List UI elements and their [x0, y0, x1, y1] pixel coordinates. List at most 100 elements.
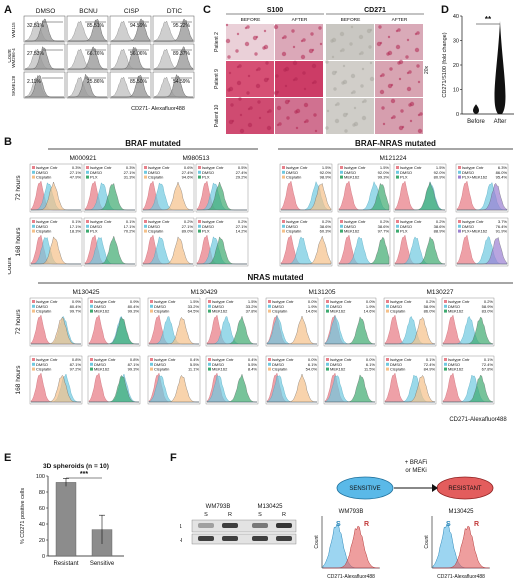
panel-c-tissue-texture	[417, 80, 421, 84]
panel-b-legend-label: DMSO	[400, 224, 412, 229]
panel-c-tissue-texture	[341, 48, 345, 52]
panel-b-treatment-hist	[89, 317, 139, 345]
panel-a-treated-hist	[68, 46, 107, 70]
panel-b-legend-swatch	[340, 170, 343, 174]
panel-b-legend-value: 83.0%	[482, 309, 494, 314]
panel-e-bar-chart: 3D spheroids (n = 10) 0 20 40 60 80 100 % CD271…	[20, 463, 124, 567]
panel-a-ylabel: Count	[8, 49, 13, 63]
panel-f-hist-mark-s: S	[336, 521, 341, 528]
panel-c-tissue-texture	[228, 86, 234, 92]
panel-b-legend-label: DMSO	[344, 224, 356, 229]
panel-b-ylabel: Count	[8, 257, 13, 275]
panel-b-time-label: 168 hours	[15, 227, 22, 257]
panel-b-legend-label: Isotype Cntr	[462, 165, 484, 170]
panel-e-title: 3D spheroids (n = 10)	[43, 463, 109, 470]
panel-c-tissue-texture	[235, 49, 239, 53]
panel-b-legend-label: DMSO	[148, 224, 160, 229]
panel-c-tissue-texture	[292, 45, 296, 49]
panel-b-treatment-hist	[281, 235, 332, 265]
panel-c-tissue-texture	[326, 109, 330, 113]
panel-b-legend-value: 0.8%	[72, 357, 82, 362]
panel-b-legend-label: Cisplatin	[286, 229, 301, 234]
panel-d-ytick-label: 0	[456, 112, 459, 118]
panel-c-tissue-texture	[305, 119, 309, 123]
panel-c-tissue-texture	[390, 83, 394, 87]
panel-c-tissue-texture	[281, 51, 287, 57]
panel-b-legend-label: DMSO	[390, 362, 402, 367]
panel-b-legend-label: DMSO	[272, 304, 284, 309]
panel-c-tissue-texture	[398, 59, 404, 65]
panel-b-legend-value: 0.2%	[238, 219, 248, 224]
panel-b-legend-label: DMSO	[330, 304, 342, 309]
panel-b-legend-value: 87.1%	[70, 362, 82, 367]
panel-b-legend-label: PLX	[400, 229, 408, 234]
panel-c-tissue-texture	[239, 113, 243, 117]
panel-b-legend-label: PLX+MEK162	[462, 175, 488, 180]
panel-b-legend-swatch	[268, 362, 271, 366]
panel-b-legend-label: Isotype Cntr	[94, 357, 116, 362]
panel-f-hist-xlabel: CD271-Alexafluor488	[327, 574, 375, 580]
panel-f-hist-mark-r: R	[364, 521, 369, 528]
panel-b-legend-value: 14.2%	[236, 229, 248, 234]
panel-b-treatment-hist	[443, 316, 494, 345]
panel-f-band-cd271	[276, 523, 292, 528]
panel-c-tissue-texture	[361, 115, 367, 121]
panel-b-legend-label: DMSO	[462, 224, 474, 229]
panel-b-legend-label: DMSO	[286, 224, 298, 229]
panel-b-legend-swatch	[198, 175, 201, 179]
panel-b-group-braf: BRAF mutated	[125, 139, 181, 148]
panel-c-tissue-texture	[334, 118, 340, 124]
panel-b-legend-value: 1.5%	[248, 299, 258, 304]
panel-e-ytick-label: 100	[36, 474, 45, 480]
panel-b-legend-value: 0.1%	[426, 357, 436, 362]
panel-e-ytick-label: 0	[42, 554, 45, 560]
panel-a-treated-hist	[25, 75, 64, 98]
panel-b-legend-value: 0.2%	[484, 299, 494, 304]
panel-b-legend-label: MEK162	[344, 175, 360, 180]
panel-b-legend-value: 0.6%	[184, 165, 194, 170]
panel-b-legend-label: Cisplatin	[36, 309, 51, 314]
panel-c-tissue-image	[326, 98, 374, 134]
panel-b-treatment-hist	[267, 373, 318, 403]
panel-e-significance: ***	[80, 471, 88, 478]
panel-b-legend-label: Cisplatin	[148, 175, 163, 180]
panel-b-legend-value: 38.6%	[320, 224, 332, 229]
panel-b-legend-value: 80.9%	[434, 175, 446, 180]
panel-b-treatment-hist	[325, 316, 376, 345]
panel-c-tissue-texture	[300, 54, 306, 60]
panel-b-legend-swatch	[458, 175, 461, 179]
panel-label-b: B	[4, 136, 12, 148]
panel-b-legend-swatch	[386, 358, 389, 361]
panel-d-xtick-label: Before	[467, 119, 485, 125]
panel-c-tissue-texture	[406, 38, 410, 42]
panel-b-legend-swatch	[444, 304, 447, 308]
panel-b-treatment-hist	[207, 315, 257, 345]
panel-b-legend-value: 37.8%	[246, 309, 258, 314]
panel-f-band-gapdh	[252, 536, 268, 541]
panel-c-tissue-texture	[395, 44, 401, 50]
panel-b-legend-swatch	[282, 224, 285, 228]
panel-c-tissue-texture	[401, 125, 405, 129]
panel-e-ytick-label: 40	[39, 522, 45, 528]
panel-b-legend-swatch	[340, 175, 343, 179]
panel-b-legend-label: Isotype Cntr	[400, 219, 422, 224]
panel-c-tissue-texture	[295, 108, 301, 114]
panel-b-legend-value: 89.0%	[182, 229, 194, 234]
panel-c-patient-label: Patient 10	[214, 105, 220, 128]
panel-c-tissue-texture	[382, 122, 386, 126]
panel-c-tissue-texture	[303, 102, 309, 108]
panel-f-treatment-label: or MEKi	[405, 468, 426, 474]
panel-b-legend-value: 0.0%	[366, 357, 376, 362]
panel-b-legend-label: Isotype Cntr	[202, 165, 224, 170]
panel-b-legend-label: PLX	[202, 175, 210, 180]
panel-e-xtick-label: Resistant	[53, 561, 78, 567]
panel-b-legend-value: 27.1%	[124, 170, 136, 175]
panel-b-legend-label: Isotype Cntr	[212, 357, 234, 362]
panel-b-legend-swatch	[340, 224, 343, 228]
panel-f-band-gapdh	[198, 536, 214, 541]
panel-b-legend-value: 88.9%	[434, 229, 446, 234]
panel-b-legend-value: 0.2%	[184, 219, 194, 224]
panel-b-legend-swatch	[326, 300, 329, 303]
panel-b-treatment-hist	[339, 183, 390, 211]
panel-b-legend-value: 27.1%	[70, 170, 82, 175]
